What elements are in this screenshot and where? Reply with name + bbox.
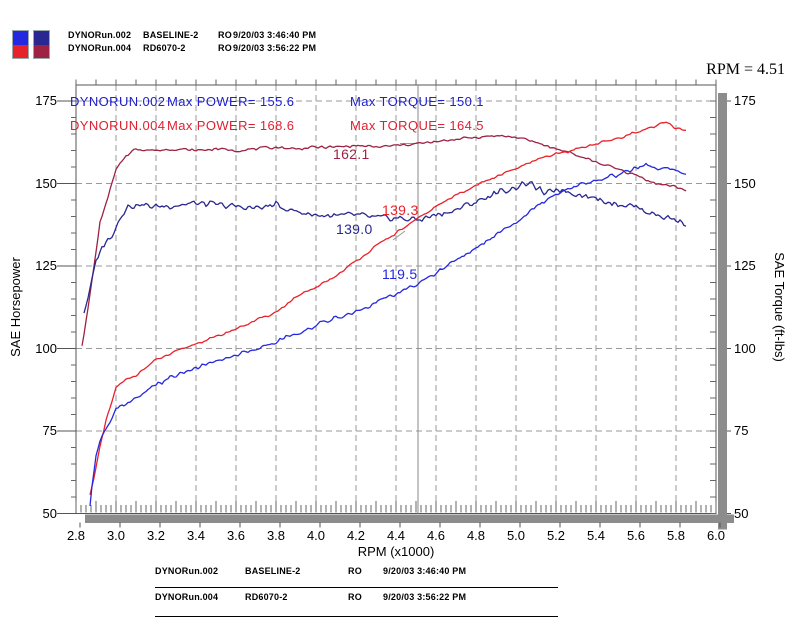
run-datetime: 9/20/03 3:56:22 PM xyxy=(233,43,317,53)
run-name: DYNORUN.002 xyxy=(70,94,166,109)
cursor-rpm-readout: RPM = 4.51 xyxy=(706,61,785,78)
y-tick-label-left: 50 xyxy=(42,505,57,521)
run-datetime: 9/20/03 3:46:40 PM xyxy=(383,566,467,576)
curve-dynorun-002-torque xyxy=(83,181,687,314)
y-tick-label-left: 100 xyxy=(35,340,57,356)
y-tick-label-left: 125 xyxy=(35,258,57,273)
footer-divider xyxy=(155,616,558,617)
y-tick-label-right: 125 xyxy=(734,258,756,273)
y-tick-label-right: 100 xyxy=(734,340,756,356)
y-tick-label-left: 150 xyxy=(35,175,57,191)
run-file: DYNORun.002 xyxy=(155,566,219,576)
x-tick-label: 3.0 xyxy=(106,528,126,543)
max-power: Max POWER= 168.6 xyxy=(167,118,295,133)
y-tick-label-right: 150 xyxy=(734,175,756,191)
x-tick-label: 4.6 xyxy=(426,528,446,543)
footer-divider xyxy=(155,587,558,588)
footer-run-row: DYNORun.002 BASELINE-2 RO 9/20/03 3:46:4… xyxy=(155,566,575,578)
run004-max-annotation: DYNORUN.004 Max POWER= 168.6 Max TORQUE=… xyxy=(0,118,800,133)
run-operator: RO xyxy=(218,30,232,40)
run004-power-color xyxy=(13,44,28,58)
x-tick-label: 3.6 xyxy=(226,528,246,543)
y-axis-right-title: SAE Torque (ft-lbs) xyxy=(772,252,787,362)
x-tick-label: 2.8 xyxy=(66,528,86,543)
x-tick-label: 3.2 xyxy=(146,528,166,543)
run-label: BASELINE-2 xyxy=(143,30,199,40)
x-axis-title: RPM (x1000) xyxy=(357,544,435,559)
curve-dynorun-004-power xyxy=(89,121,687,496)
run002-max-annotation: DYNORUN.002 Max POWER= 155.6 Max TORQUE=… xyxy=(0,94,800,109)
cursor-value-run002-torque: 139.0 xyxy=(336,221,373,237)
run-datetime: 9/20/03 3:46:40 PM xyxy=(233,30,317,40)
x-tick-label: 5.4 xyxy=(586,528,606,543)
x-tick-label: 4.0 xyxy=(306,528,326,543)
footer-run-row: DYNORun.004 RD6070-2 RO 9/20/03 3:56:22 … xyxy=(155,592,575,604)
run002-power-color xyxy=(13,31,28,45)
run-datetime: 9/20/03 3:56:22 PM xyxy=(383,592,467,602)
run-label: BASELINE-2 xyxy=(245,566,301,576)
y-tick-label-left: 175 xyxy=(35,93,57,108)
x-tick-label: 5.0 xyxy=(506,528,526,543)
run002-torque-color xyxy=(34,31,49,45)
x-tick-label: 4.2 xyxy=(346,528,366,543)
run-operator: RO xyxy=(218,43,232,53)
x-tick-label: 5.6 xyxy=(626,528,646,543)
curve-dynorun-002-power xyxy=(89,162,687,506)
run-operator: RO xyxy=(348,566,362,576)
x-tick-label: 5.2 xyxy=(546,528,566,543)
run-file: DYNORun.004 xyxy=(155,592,219,602)
x-tick-label: 4.8 xyxy=(466,528,486,543)
run-name: DYNORUN.004 xyxy=(70,118,166,133)
x-tick-label: 4.4 xyxy=(386,528,406,543)
cursor-value-run002-power: 119.5 xyxy=(382,266,418,282)
x-tick-label: 3.4 xyxy=(186,528,206,543)
curve-dynorun-004-torque xyxy=(81,134,687,346)
max-torque: Max TORQUE= 150.1 xyxy=(350,94,484,109)
x-tick-label: 6.0 xyxy=(706,528,726,543)
run-label: RD6070-2 xyxy=(245,592,288,602)
run-file: DYNORun.004 xyxy=(68,43,132,53)
y-tick-label-right: 50 xyxy=(734,505,749,521)
torque-color-swatch xyxy=(33,30,50,59)
cursor-value-run004-torque: 162.1 xyxy=(333,146,370,162)
run-label: RD6070-2 xyxy=(143,43,186,53)
max-power: Max POWER= 155.6 xyxy=(167,94,295,109)
run-file: DYNORun.002 xyxy=(68,30,132,40)
header-run-row: DYNORun.004 RD6070-2 RO 9/20/03 3:56:22 … xyxy=(68,43,468,55)
y-tick-label-right: 75 xyxy=(734,423,749,438)
x-tick-label: 5.8 xyxy=(666,528,686,543)
max-torque: Max TORQUE= 164.5 xyxy=(350,118,484,133)
power-color-swatch xyxy=(12,30,29,59)
y-tick-label-left: 75 xyxy=(42,423,57,438)
header-run-row: DYNORun.002 BASELINE-2 RO 9/20/03 3:46:4… xyxy=(68,30,468,42)
cursor-value-run004-power: 139.3 xyxy=(382,202,419,218)
x-tick-label: 3.8 xyxy=(266,528,286,543)
y-axis-left-title: SAE Horsepower xyxy=(8,257,23,357)
run004-torque-color xyxy=(34,44,49,58)
run-operator: RO xyxy=(348,592,362,602)
y-tick-label-right: 175 xyxy=(734,93,756,108)
